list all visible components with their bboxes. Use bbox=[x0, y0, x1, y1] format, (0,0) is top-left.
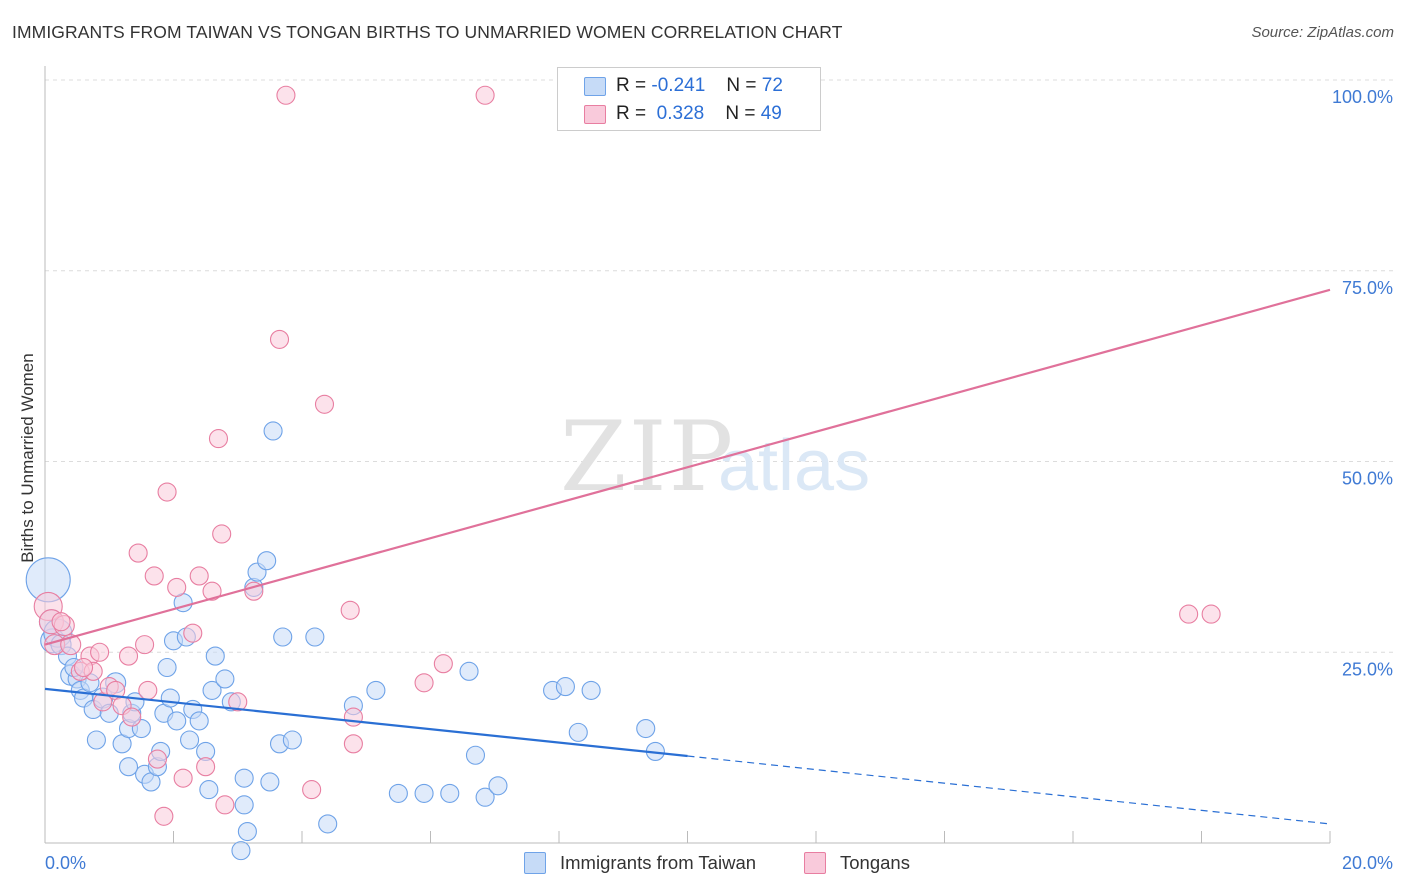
point-tongans bbox=[276, 85, 296, 105]
y-tick-label: 75.0% bbox=[1342, 278, 1393, 298]
point-taiwan bbox=[199, 780, 219, 800]
point-tongans bbox=[343, 707, 363, 727]
point-taiwan bbox=[205, 646, 225, 666]
point-taiwan bbox=[282, 730, 302, 750]
point-taiwan bbox=[215, 669, 235, 689]
point-tongans bbox=[202, 581, 222, 601]
point-tongans bbox=[475, 85, 495, 105]
point-tongans bbox=[144, 566, 164, 586]
point-tongans bbox=[118, 646, 139, 666]
y-axis-label: Births to Unmarried Women bbox=[18, 353, 37, 562]
point-taiwan bbox=[459, 661, 479, 681]
point-tongans bbox=[128, 543, 148, 563]
bottom-legend-tongans: Tongans bbox=[804, 852, 910, 874]
point-tongans bbox=[90, 642, 110, 662]
point-taiwan bbox=[414, 783, 434, 803]
point-tongans bbox=[173, 768, 193, 788]
point-taiwan bbox=[263, 421, 283, 441]
y-tick-label: 50.0% bbox=[1342, 469, 1393, 489]
point-tongans bbox=[135, 635, 155, 655]
point-tongans bbox=[196, 757, 216, 777]
point-taiwan bbox=[160, 688, 180, 708]
stats-legend: R = -0.241 N = 72 R = 0.328 N = 49 bbox=[557, 67, 821, 131]
n-label: N = bbox=[726, 75, 757, 96]
point-tongans bbox=[147, 749, 167, 769]
point-taiwan bbox=[118, 757, 139, 777]
point-taiwan bbox=[189, 711, 209, 731]
bottom-legend-label-taiwan: Immigrants from Taiwan bbox=[560, 852, 757, 873]
point-tongans bbox=[340, 600, 360, 620]
point-tongans bbox=[138, 680, 158, 700]
trendline-tongans bbox=[44, 288, 1331, 646]
trendline-taiwan bbox=[44, 687, 688, 758]
point-taiwan bbox=[180, 730, 200, 750]
point-taiwan bbox=[234, 795, 254, 815]
r-label: R = bbox=[616, 103, 647, 124]
n-label: N = bbox=[725, 103, 756, 124]
r-label: R = bbox=[616, 75, 647, 96]
y-tick-label: 100.0% bbox=[1332, 87, 1393, 107]
point-tongans bbox=[167, 577, 187, 597]
x-tick-label: 20.0% bbox=[1342, 853, 1393, 873]
bottom-legend-swatch-tongans bbox=[804, 852, 826, 874]
trendline-taiwan-extension bbox=[687, 755, 1331, 825]
source-label: Source: ZipAtlas.com bbox=[1251, 24, 1394, 41]
bottom-legend-label-tongans: Tongans bbox=[840, 852, 910, 873]
point-tongans bbox=[74, 657, 94, 678]
point-taiwan bbox=[388, 783, 408, 803]
point-taiwan bbox=[318, 814, 338, 834]
point-taiwan bbox=[257, 551, 277, 571]
point-taiwan bbox=[234, 768, 254, 788]
point-tongans bbox=[183, 623, 203, 643]
watermark-atlas: atlas bbox=[718, 426, 870, 506]
point-taiwan bbox=[475, 787, 495, 807]
point-tongans bbox=[212, 524, 232, 544]
bottom-legend-taiwan: Immigrants from Taiwan bbox=[524, 852, 756, 874]
point-taiwan bbox=[157, 657, 177, 678]
point-taiwan bbox=[636, 718, 656, 739]
point-taiwan bbox=[231, 841, 251, 861]
point-taiwan bbox=[260, 772, 280, 792]
legend-swatch-tongans bbox=[584, 105, 606, 124]
bottom-legend-swatch-taiwan bbox=[524, 852, 546, 874]
point-taiwan bbox=[202, 680, 222, 700]
point-tongans bbox=[122, 707, 142, 727]
point-tongans bbox=[208, 429, 229, 449]
n-value-tongans: 49 bbox=[760, 103, 782, 124]
point-tongans bbox=[1201, 604, 1221, 624]
point-tongans bbox=[314, 394, 335, 414]
point-taiwan bbox=[273, 627, 293, 647]
point-taiwan bbox=[366, 680, 386, 700]
point-tongans bbox=[433, 654, 453, 674]
point-tongans bbox=[343, 734, 363, 754]
chart-title: IMMIGRANTS FROM TAIWAN VS TONGAN BIRTHS … bbox=[12, 22, 843, 42]
point-taiwan bbox=[237, 822, 257, 842]
point-tongans bbox=[154, 806, 174, 826]
point-tongans bbox=[189, 566, 209, 586]
legend-swatch-taiwan bbox=[584, 77, 606, 96]
point-taiwan bbox=[167, 711, 187, 731]
point-taiwan bbox=[465, 745, 486, 765]
point-taiwan bbox=[581, 680, 601, 700]
point-tongans bbox=[269, 329, 290, 349]
point-tongans bbox=[215, 795, 235, 815]
point-tongans bbox=[228, 692, 248, 712]
point-taiwan bbox=[440, 783, 460, 803]
point-tongans bbox=[414, 673, 434, 693]
point-tongans bbox=[51, 612, 71, 632]
point-tongans bbox=[157, 482, 177, 502]
point-tongans bbox=[302, 780, 322, 800]
point-taiwan bbox=[305, 627, 325, 647]
point-taiwan bbox=[568, 722, 588, 742]
point-taiwan bbox=[86, 730, 106, 750]
r-value-taiwan: -0.241 bbox=[651, 75, 706, 96]
x-tick-label: 0.0% bbox=[45, 853, 86, 873]
y-tick-label: 25.0% bbox=[1342, 659, 1393, 679]
point-taiwan bbox=[488, 776, 508, 796]
point-taiwan bbox=[555, 677, 575, 697]
r-value-tongans: 0.328 bbox=[656, 103, 705, 124]
point-tongans bbox=[1179, 604, 1199, 624]
n-value-taiwan: 72 bbox=[761, 75, 783, 96]
